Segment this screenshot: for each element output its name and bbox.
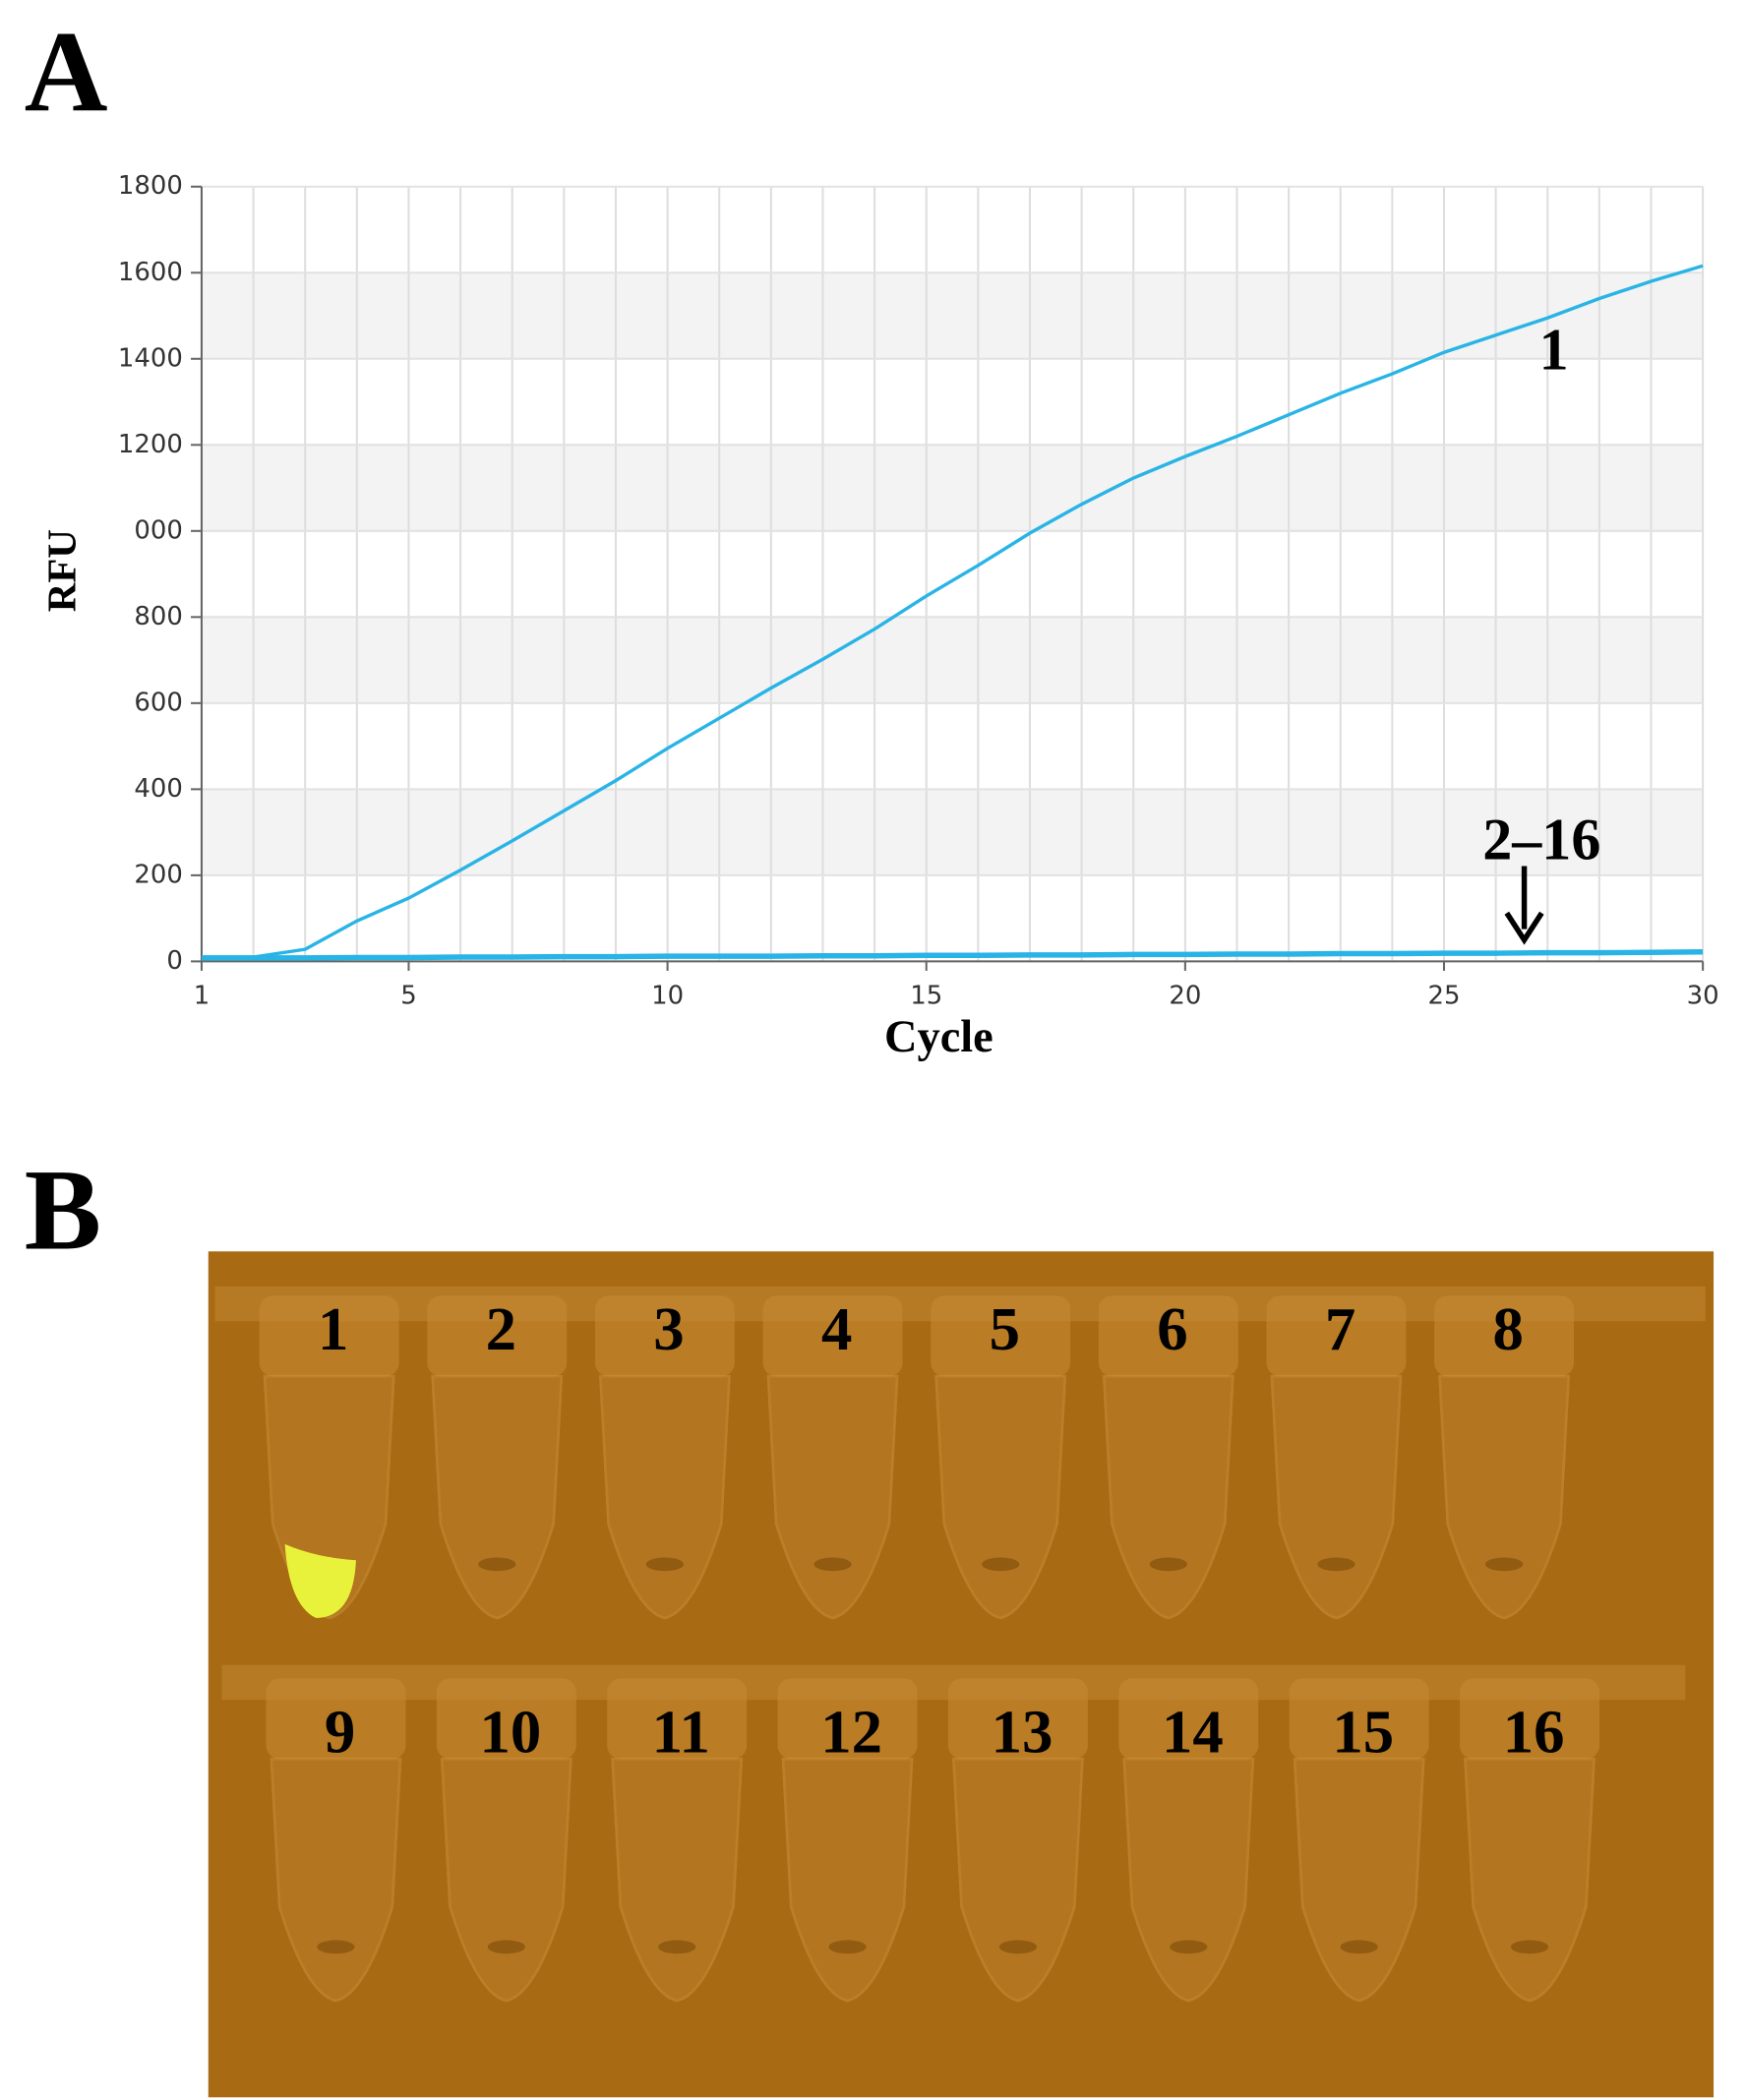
tube-label: 7 <box>1325 1294 1355 1363</box>
x-tick-label: 30 <box>1687 981 1719 1010</box>
panel-label: B <box>25 1147 101 1275</box>
tube-cap <box>1098 1295 1238 1377</box>
x-tick-label: 20 <box>1169 981 1201 1010</box>
y-tick-label: 800 <box>134 602 182 631</box>
x-tick-label: 15 <box>910 981 942 1010</box>
tube-label: 13 <box>992 1697 1054 1766</box>
tube-body <box>440 1757 572 2003</box>
tube-cap <box>1460 1678 1600 1760</box>
tube-cap <box>266 1678 406 1760</box>
tube-body <box>270 1757 402 2003</box>
x-tick-label: 5 <box>400 981 417 1010</box>
tube-label: 12 <box>820 1697 882 1766</box>
tube-label: 4 <box>821 1294 852 1363</box>
tube-body <box>431 1374 564 1620</box>
tube-body <box>934 1374 1067 1620</box>
tube-liquid <box>1149 1557 1187 1572</box>
y-tick-label: 1200 <box>118 430 183 459</box>
x-axis-label: Cycle <box>884 1012 993 1062</box>
x-tick-label: 25 <box>1427 981 1460 1010</box>
grid-band <box>201 617 1704 703</box>
tube-cap <box>427 1295 568 1377</box>
tube-photo: 1 2 3 4 5 6 7 89 10 11 12 13 14 15 16 <box>208 1251 1715 2098</box>
tube-cap <box>762 1295 903 1377</box>
tube-cap <box>594 1295 735 1377</box>
tube-liquid <box>1317 1557 1355 1572</box>
tube-cap <box>947 1678 1088 1760</box>
tube-cap <box>931 1295 1071 1377</box>
tube-body <box>781 1757 914 2003</box>
tube-label: 15 <box>1332 1697 1394 1766</box>
y-tick-label: 0 <box>166 946 183 976</box>
tube-body <box>611 1757 744 2003</box>
tube-body <box>1464 1757 1595 2003</box>
tube-body <box>598 1374 731 1620</box>
tube-label: 1 <box>318 1294 348 1363</box>
x-tick-label: 10 <box>651 981 684 1010</box>
series-label: 1 <box>1539 316 1569 382</box>
tube-label: 5 <box>990 1294 1020 1363</box>
tube-body <box>1122 1757 1255 2003</box>
tube-cap <box>607 1678 748 1760</box>
tube-label: 10 <box>480 1697 542 1766</box>
tube-liquid <box>1340 1940 1378 1954</box>
tube-label: 3 <box>653 1294 684 1363</box>
tube-body <box>766 1374 899 1620</box>
y-tick-label: 1600 <box>118 258 183 287</box>
annotation-arrowhead <box>1504 911 1544 945</box>
y-tick-label: 1400 <box>118 343 183 373</box>
tube-label: 9 <box>325 1697 355 1766</box>
tube-liquid <box>487 1940 525 1954</box>
tube-body <box>1102 1374 1234 1620</box>
tube-cap <box>1289 1678 1429 1760</box>
tube-liquid <box>658 1940 696 1954</box>
tube-cap <box>436 1678 576 1760</box>
tube-liquid <box>998 1940 1038 1954</box>
series-label: 2–16 <box>1482 807 1600 872</box>
tube-cap <box>777 1678 918 1760</box>
y-tick-label: 000 <box>134 515 182 545</box>
tube-liquid <box>828 1940 867 1954</box>
y-tick-label: 400 <box>134 774 182 804</box>
tube-body <box>1270 1374 1403 1620</box>
tube-liquid <box>1484 1557 1524 1572</box>
y-axis-label: RFU <box>40 529 85 612</box>
tube-label: 6 <box>1157 1294 1187 1363</box>
tube-label: 11 <box>652 1697 710 1766</box>
x-tick-label: 1 <box>194 981 211 1010</box>
tube-cap <box>1266 1295 1407 1377</box>
tube-liquid <box>982 1557 1020 1572</box>
tube-liquid <box>813 1557 852 1572</box>
data-line <box>201 949 1704 961</box>
y-tick-label: 200 <box>134 860 182 889</box>
data-line <box>201 264 1704 959</box>
panel-label: A <box>25 8 108 136</box>
tube-liquid <box>645 1557 685 1572</box>
grid-band <box>201 272 1704 359</box>
tube-liquid <box>1510 1940 1549 1954</box>
tube-label: 16 <box>1503 1697 1565 1766</box>
tube-cap <box>259 1295 399 1377</box>
grid-band <box>201 445 1704 531</box>
tube-cap <box>1434 1295 1575 1377</box>
tube-label: 2 <box>486 1294 516 1363</box>
y-tick-label: 1800 <box>118 171 183 201</box>
tube-body <box>951 1757 1084 2003</box>
tube-cap <box>1118 1678 1259 1760</box>
tube-liquid <box>317 1940 355 1954</box>
tube-body <box>1438 1374 1571 1620</box>
tube-liquid <box>478 1557 516 1572</box>
tube-label: 8 <box>1492 1294 1523 1363</box>
tube-label: 14 <box>1162 1697 1224 1766</box>
fluorescent-liquid <box>284 1543 356 1618</box>
grid-band <box>201 789 1704 875</box>
tube-body <box>1293 1757 1425 2003</box>
tube-liquid <box>1170 1940 1208 1954</box>
y-tick-label: 600 <box>134 688 182 717</box>
